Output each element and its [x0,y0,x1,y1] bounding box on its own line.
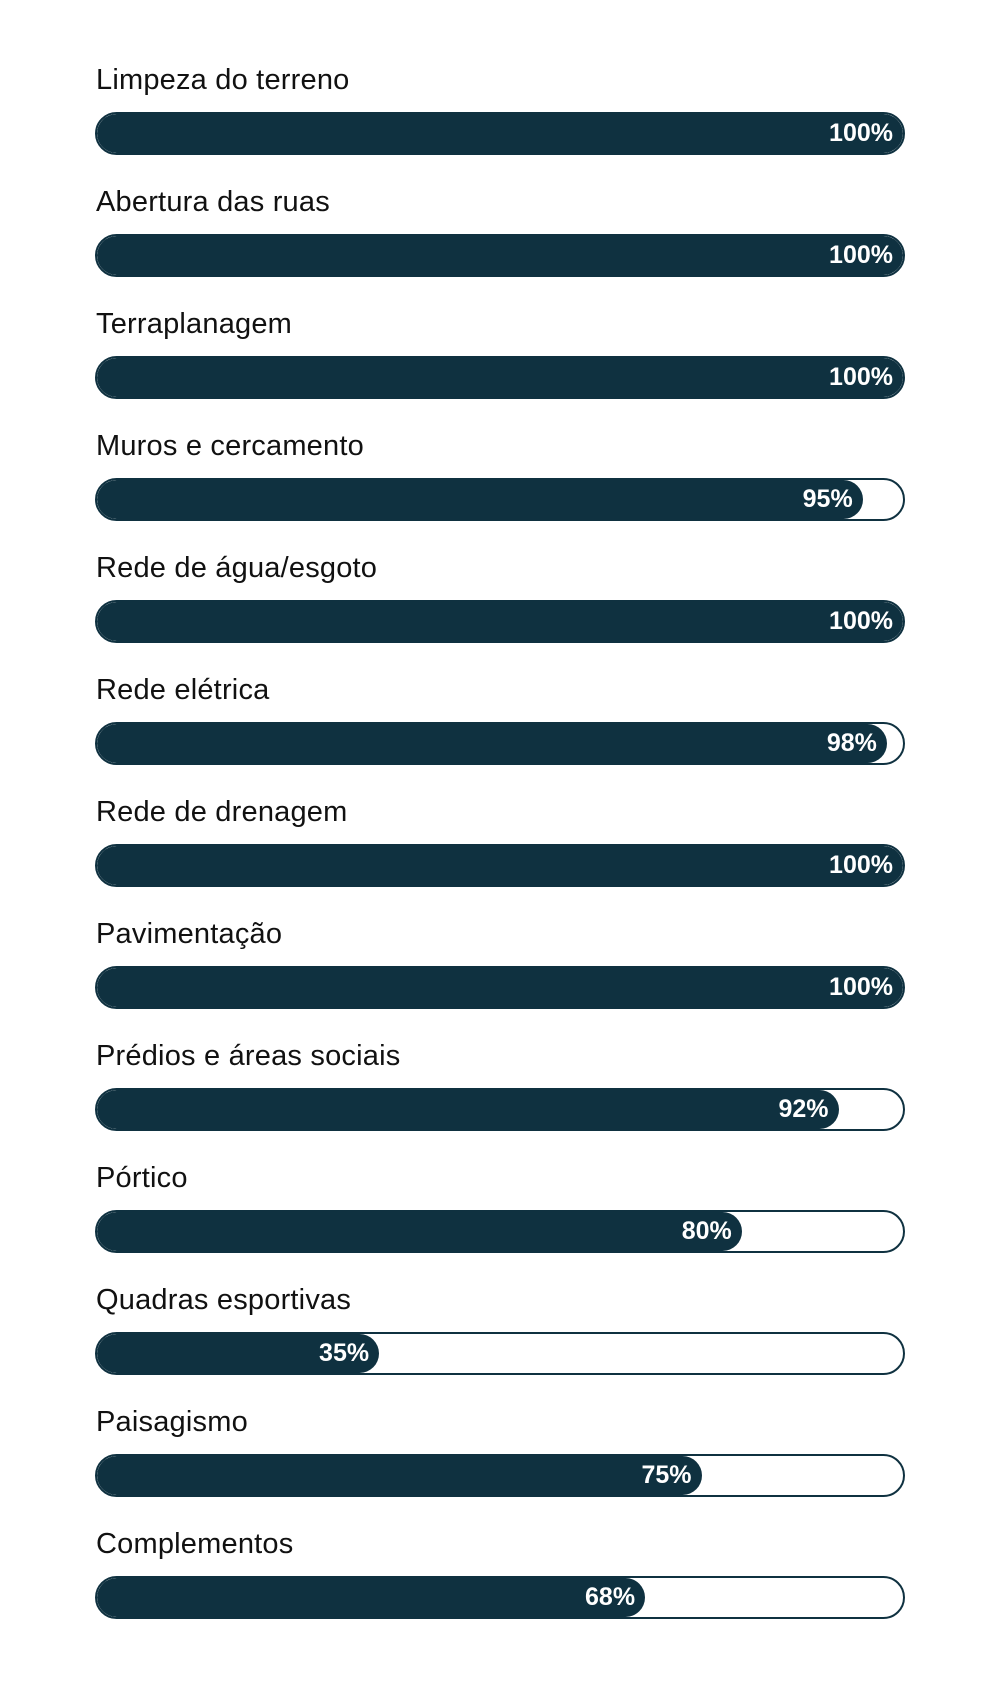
progress-item-rede-de-drenagem: Rede de drenagem 100% [95,795,905,917]
progress-label: Prédios e áreas sociais [96,1040,401,1072]
progress-percent: 80% [681,1217,732,1245]
progress-bar-track: 95% [95,478,905,521]
progress-percent: 95% [802,485,853,513]
progress-bar-fill: 100% [97,114,903,153]
progress-item-paisagismo: Paisagismo 75% [95,1405,905,1527]
progress-bar-track: 68% [95,1576,905,1619]
progress-bar-track: 100% [95,844,905,887]
progress-bar-track: 100% [95,966,905,1009]
progress-bar-fill: 100% [97,236,903,275]
progress-label: Abertura das ruas [96,186,330,218]
progress-bar-fill: 98% [97,724,887,763]
progress-bar-track: 100% [95,356,905,399]
progress-bar-track: 35% [95,1332,905,1375]
progress-bar-track: 100% [95,600,905,643]
progress-bar-track: 98% [95,722,905,765]
progress-bar-track: 92% [95,1088,905,1131]
progress-bar-fill: 95% [97,480,863,519]
progress-item-limpeza-do-terreno: Limpeza do terreno 100% [95,63,905,185]
progress-item-predios-e-areas-sociais: Prédios e áreas sociais 92% [95,1039,905,1161]
progress-percent: 68% [585,1583,636,1611]
progress-percent: 35% [319,1339,370,1367]
progress-percent: 98% [826,729,877,757]
progress-item-quadras-esportivas: Quadras esportivas 35% [95,1283,905,1405]
progress-bar-fill: 100% [97,968,903,1007]
progress-item-terraplanagem: Terraplanagem 100% [95,307,905,429]
progress-label: Rede de água/esgoto [96,552,378,584]
progress-label: Complementos [96,1528,294,1560]
progress-item-rede-de-agua-esgoto: Rede de água/esgoto 100% [95,551,905,673]
progress-label: Rede elétrica [96,674,270,706]
progress-label: Pórtico [96,1162,188,1194]
progress-label: Quadras esportivas [96,1284,352,1316]
progress-item-abertura-das-ruas: Abertura das ruas 100% [95,185,905,307]
progress-item-rede-eletrica: Rede elétrica 98% [95,673,905,795]
progress-label: Rede de drenagem [96,796,348,828]
progress-percent: 100% [829,851,893,879]
progress-percent: 100% [829,363,893,391]
progress-bar-fill: 100% [97,358,903,397]
progress-bar-fill: 100% [97,846,903,885]
progress-bar-track: 80% [95,1210,905,1253]
progress-bar-track: 100% [95,112,905,155]
progress-bar-fill: 100% [97,602,903,641]
progress-label: Muros e cercamento [96,430,364,462]
progress-percent: 100% [829,973,893,1001]
progress-label: Pavimentação [96,918,283,950]
progress-label: Paisagismo [96,1406,248,1438]
progress-percent: 92% [778,1095,829,1123]
progress-bar-track: 75% [95,1454,905,1497]
progress-label: Terraplanagem [96,308,293,340]
progress-bar-fill: 75% [97,1456,702,1495]
progress-percent: 100% [829,119,893,147]
progress-percent: 75% [641,1461,692,1489]
progress-percent: 100% [829,241,893,269]
progress-list: Limpeza do terreno 100% Abertura das rua… [95,63,905,1649]
progress-bar-track: 100% [95,234,905,277]
progress-percent: 100% [829,607,893,635]
progress-bar-fill: 68% [97,1578,646,1617]
progress-label: Limpeza do terreno [96,64,350,96]
progress-item-complementos: Complementos 68% [95,1527,905,1649]
progress-item-portico: Pórtico 80% [95,1161,905,1283]
progress-bar-fill: 80% [97,1212,742,1251]
progress-bar-fill: 92% [97,1090,839,1129]
progress-bar-fill: 35% [97,1334,380,1373]
progress-item-muros-e-cercamento: Muros e cercamento 95% [95,429,905,551]
progress-item-pavimentacao: Pavimentação 100% [95,917,905,1039]
